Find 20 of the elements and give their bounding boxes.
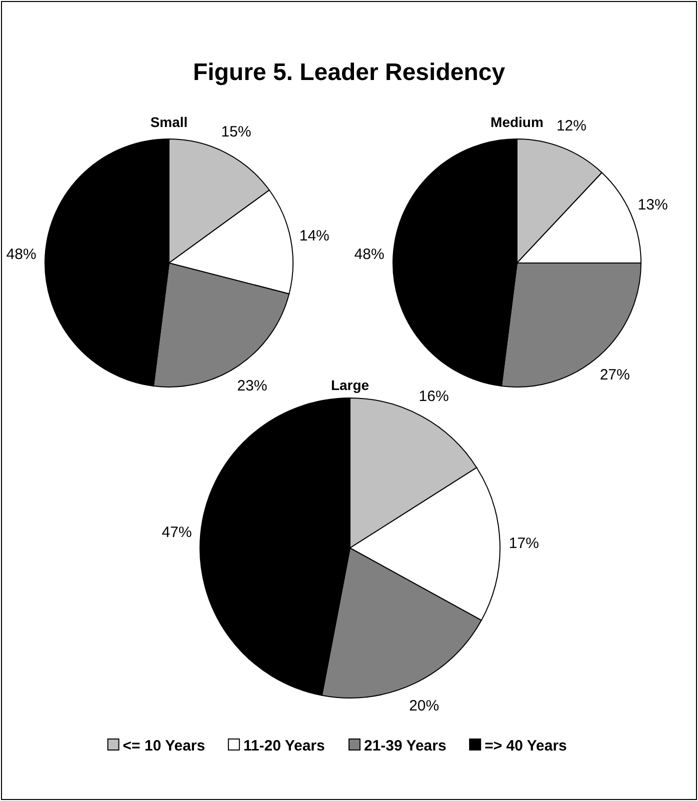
chart-title: Large [330, 377, 370, 393]
data-label: 17% [508, 534, 539, 552]
data-label: 15% [221, 123, 252, 140]
legend-label: => 40 Years [484, 737, 567, 754]
data-label: 47% [162, 524, 192, 541]
chart-title: Small [150, 114, 188, 130]
data-label: 13% [638, 196, 668, 214]
data-label: 48% [6, 246, 36, 263]
data-label: 20% [409, 698, 440, 715]
data-label: 48% [354, 246, 384, 263]
legend-label: 11-20 Years [243, 737, 325, 754]
data-label: 23% [237, 378, 268, 395]
data-label: 27% [600, 366, 630, 384]
data-label: 14% [299, 228, 330, 245]
legend-label: 21-39 Years [364, 737, 446, 754]
data-label: 12% [556, 118, 586, 135]
text: Figure 5. Leader Residency [192, 59, 506, 86]
legend-label: <= 10 Years [122, 737, 206, 754]
chart-title: Medium [490, 114, 544, 130]
data-label: 16% [418, 388, 449, 405]
